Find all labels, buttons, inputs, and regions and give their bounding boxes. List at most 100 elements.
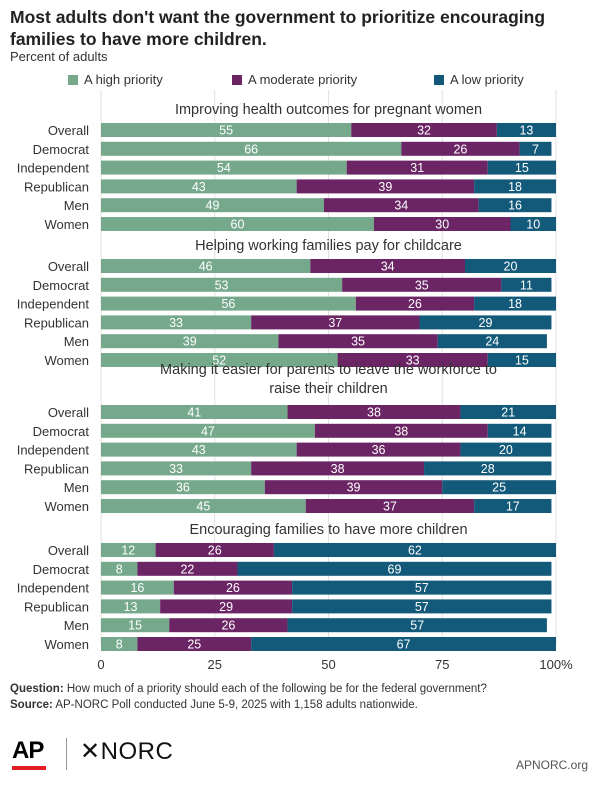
bar-segment [337,353,488,367]
source-text: AP-NORC Poll conducted June 5-9, 2025 wi… [55,699,418,711]
data-label: 37 [328,316,342,330]
ap-logo: AP [12,737,46,770]
data-label: 39 [378,180,392,194]
question-label: Question: [10,683,64,695]
bar-segment [101,141,402,156]
bar-segment [264,480,443,495]
site-link[interactable]: APNORC.org [515,758,588,772]
bar-segment [487,353,556,367]
data-label: 66 [244,142,258,156]
bar-segment [101,179,297,194]
category-label: Independent [17,443,90,458]
data-label: 31 [410,161,424,175]
data-label: 38 [394,424,408,438]
bar-segment [314,423,488,438]
data-label: 34 [381,260,395,274]
data-label: 13 [519,124,533,138]
category-label: Democrat [33,278,90,293]
bar-segment [374,217,511,231]
bar-segment [101,580,174,595]
ap-logo-text: AP [12,737,44,764]
data-label: 34 [394,199,408,213]
data-label: 13 [124,600,138,614]
category-label: Democrat [33,142,90,157]
data-label: 22 [180,562,194,576]
ap-logo-bar [12,766,46,770]
bar-segment [496,123,556,137]
bar-segment [101,315,252,330]
data-label: 15 [128,619,142,633]
bar-segment [101,618,170,633]
stacked-bar-chart: Improving health outcomes for pregnant w… [17,90,573,672]
bar-segment [101,296,356,311]
data-label: 56 [221,297,235,311]
bar-segment [487,423,552,438]
bar-segment [437,334,547,349]
bar-segment [474,499,552,513]
bar-segment [296,179,475,194]
bar-segment [351,123,497,137]
data-label: 33 [406,354,420,368]
bar-segment [519,141,552,156]
x-tick-label: 0 [97,657,104,672]
data-label: 43 [192,180,206,194]
data-label: 15 [515,161,529,175]
data-label: 35 [415,278,429,292]
bar-segment [101,442,297,457]
panel-title: Encouraging families to have more childr… [189,522,467,538]
legend-label-high: A high priority [84,72,163,87]
panel-title: Making it easier for parents to leave th… [160,362,497,397]
category-label: Republican [24,315,89,330]
bar-segment [101,637,138,651]
bar-segment [310,259,465,273]
bar-segment [101,461,252,476]
bar-segment [169,618,288,633]
bar-segment [305,499,475,513]
category-label: Independent [17,161,90,176]
bar-segment [101,353,338,367]
x-tick-label: 100% [539,657,573,672]
category-label: Men [64,198,89,213]
bar-segment [501,277,552,292]
data-label: 11 [520,278,533,292]
bar-segment [419,315,552,330]
data-label: 18 [508,180,522,194]
x-tick-label: 50 [321,657,335,672]
data-label: 30 [435,218,449,232]
data-label: 57 [415,581,429,595]
bar-segment [173,580,293,595]
bar-segment [292,580,552,595]
bar-segment [474,179,556,194]
bar-segment [251,315,420,330]
data-label: 36 [372,443,386,457]
bar-segment [101,160,347,175]
question-note: Question: How much of a priority should … [10,681,595,697]
bar-segment [273,543,556,557]
x-tick-label: 25 [208,657,222,672]
bar-segment [465,259,556,273]
bar-segment [101,480,265,495]
data-label: 38 [331,462,345,476]
data-label: 45 [196,500,210,514]
bar-segment [460,405,556,419]
legend-label-low: A low priority [450,72,524,87]
data-label: 28 [481,462,495,476]
bar-segment [101,499,306,513]
chart-subtitle: Percent of adults [10,49,108,64]
bar-segment [487,160,556,175]
data-label: 33 [169,316,183,330]
panel-title: Helping working families pay for childca… [195,238,462,254]
legend-item-low: A low priority [434,72,524,87]
bar-segment [474,296,556,311]
bar-segment [442,480,556,495]
bar-segment [342,277,502,292]
bar-segment [101,217,374,231]
data-label: 26 [226,581,240,595]
bar-segment [101,423,315,438]
category-label: Men [64,480,89,495]
data-label: 20 [499,443,513,457]
category-label: Men [64,618,89,633]
bar-segment [101,405,288,419]
chart-title: Most adults don't want the government to… [10,7,546,49]
chart-footer: Question: How much of a priority should … [10,681,595,713]
